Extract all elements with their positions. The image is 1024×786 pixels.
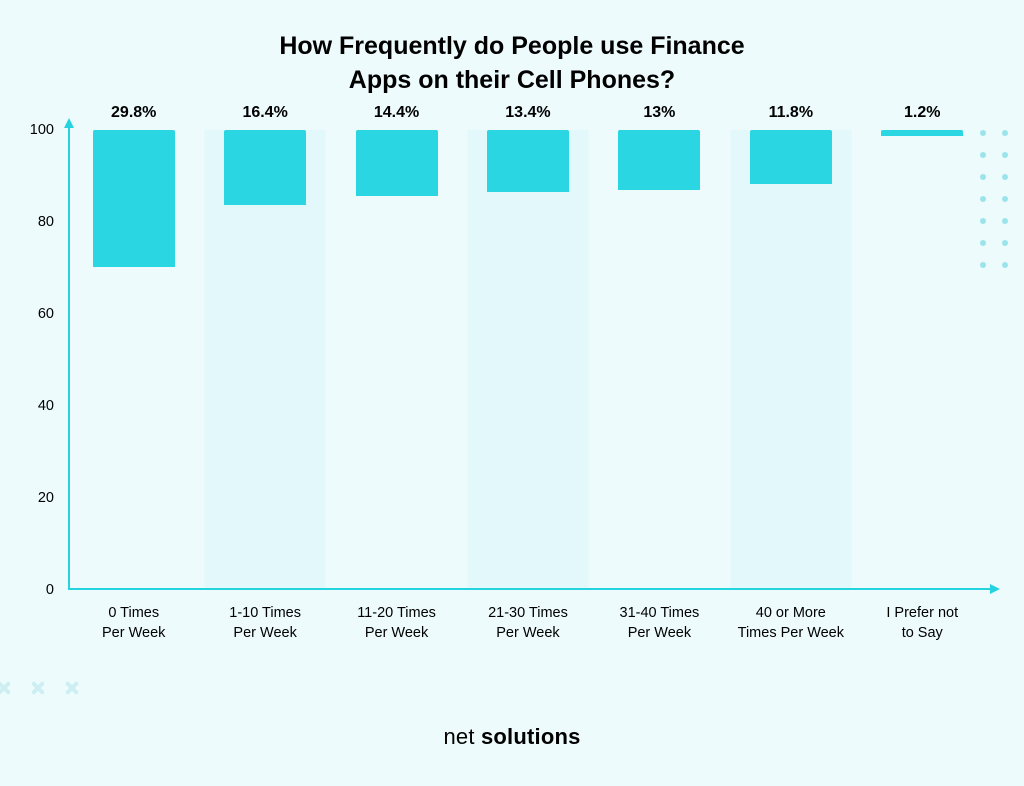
y-tick-label: 80 <box>38 214 68 230</box>
y-tick-label: 20 <box>38 490 68 506</box>
bar-value-label: 1.2% <box>904 104 940 122</box>
y-tick-label: 100 <box>30 122 68 138</box>
chart-title-line1: How Frequently do People use Finance <box>279 32 744 60</box>
chart-plot-area: 29.8%16.4%14.4%13.4%13%11.8%1.2% 0204060… <box>68 130 988 590</box>
bar-value-label: 13.4% <box>505 104 550 122</box>
category-label: I Prefer notto Say <box>857 604 988 643</box>
y-tick-label: 40 <box>38 398 68 414</box>
bar-value-label: 14.4% <box>374 104 419 122</box>
bar-slot: 29.8% <box>68 130 199 590</box>
chart-title: How Frequently do People use Finance App… <box>0 30 1024 98</box>
bar-slot: 13% <box>594 130 725 590</box>
chart-canvas: How Frequently do People use Finance App… <box>0 0 1024 786</box>
x-axis <box>68 588 994 590</box>
category-label: 0 TimesPer Week <box>68 604 199 643</box>
bar-slot: 13.4% <box>462 130 593 590</box>
category-label: 1-10 TimesPer Week <box>199 604 330 643</box>
footer-brand: net solutions <box>0 724 1024 750</box>
bar: 29.8% <box>93 130 175 267</box>
bar-slot: 11.8% <box>725 130 856 590</box>
footer-brand-bold: solutions <box>481 724 581 749</box>
ghost-column <box>730 130 851 590</box>
bar: 1.2% <box>881 130 963 136</box>
category-label: 31-40 TimesPer Week <box>594 604 725 643</box>
bar: 16.4% <box>224 130 306 205</box>
bar-value-label: 13% <box>643 104 675 122</box>
bar: 14.4% <box>356 130 438 196</box>
category-label: 21-30 TimesPer Week <box>462 604 593 643</box>
bar-value-label: 29.8% <box>111 104 156 122</box>
y-tick-label: 0 <box>46 582 68 598</box>
chart-title-line2: Apps on their Cell Phones? <box>349 66 675 94</box>
bar-slot: 1.2% <box>857 130 988 590</box>
category-label: 40 or MoreTimes Per Week <box>725 604 856 643</box>
category-labels: 0 TimesPer Week1-10 TimesPer Week11-20 T… <box>68 604 988 643</box>
bar: 13.4% <box>487 130 569 192</box>
bars-container: 29.8% 16.4% 14.4% 13.4% 13% 11.8% 1.2% <box>68 130 988 590</box>
ghost-column <box>467 130 588 590</box>
bar-value-label: 16.4% <box>242 104 287 122</box>
bar: 11.8% <box>750 130 832 184</box>
decor-x-row <box>0 680 80 696</box>
y-tick-label: 60 <box>38 306 68 322</box>
x-axis-arrow <box>990 584 1000 594</box>
bar-slot: 16.4% <box>199 130 330 590</box>
bar-slot: 14.4% <box>331 130 462 590</box>
bar: 13% <box>618 130 700 190</box>
bar-value-label: 11.8% <box>769 104 813 122</box>
footer-brand-light: net <box>443 724 481 749</box>
y-axis <box>68 124 70 590</box>
category-label: 11-20 TimesPer Week <box>331 604 462 643</box>
